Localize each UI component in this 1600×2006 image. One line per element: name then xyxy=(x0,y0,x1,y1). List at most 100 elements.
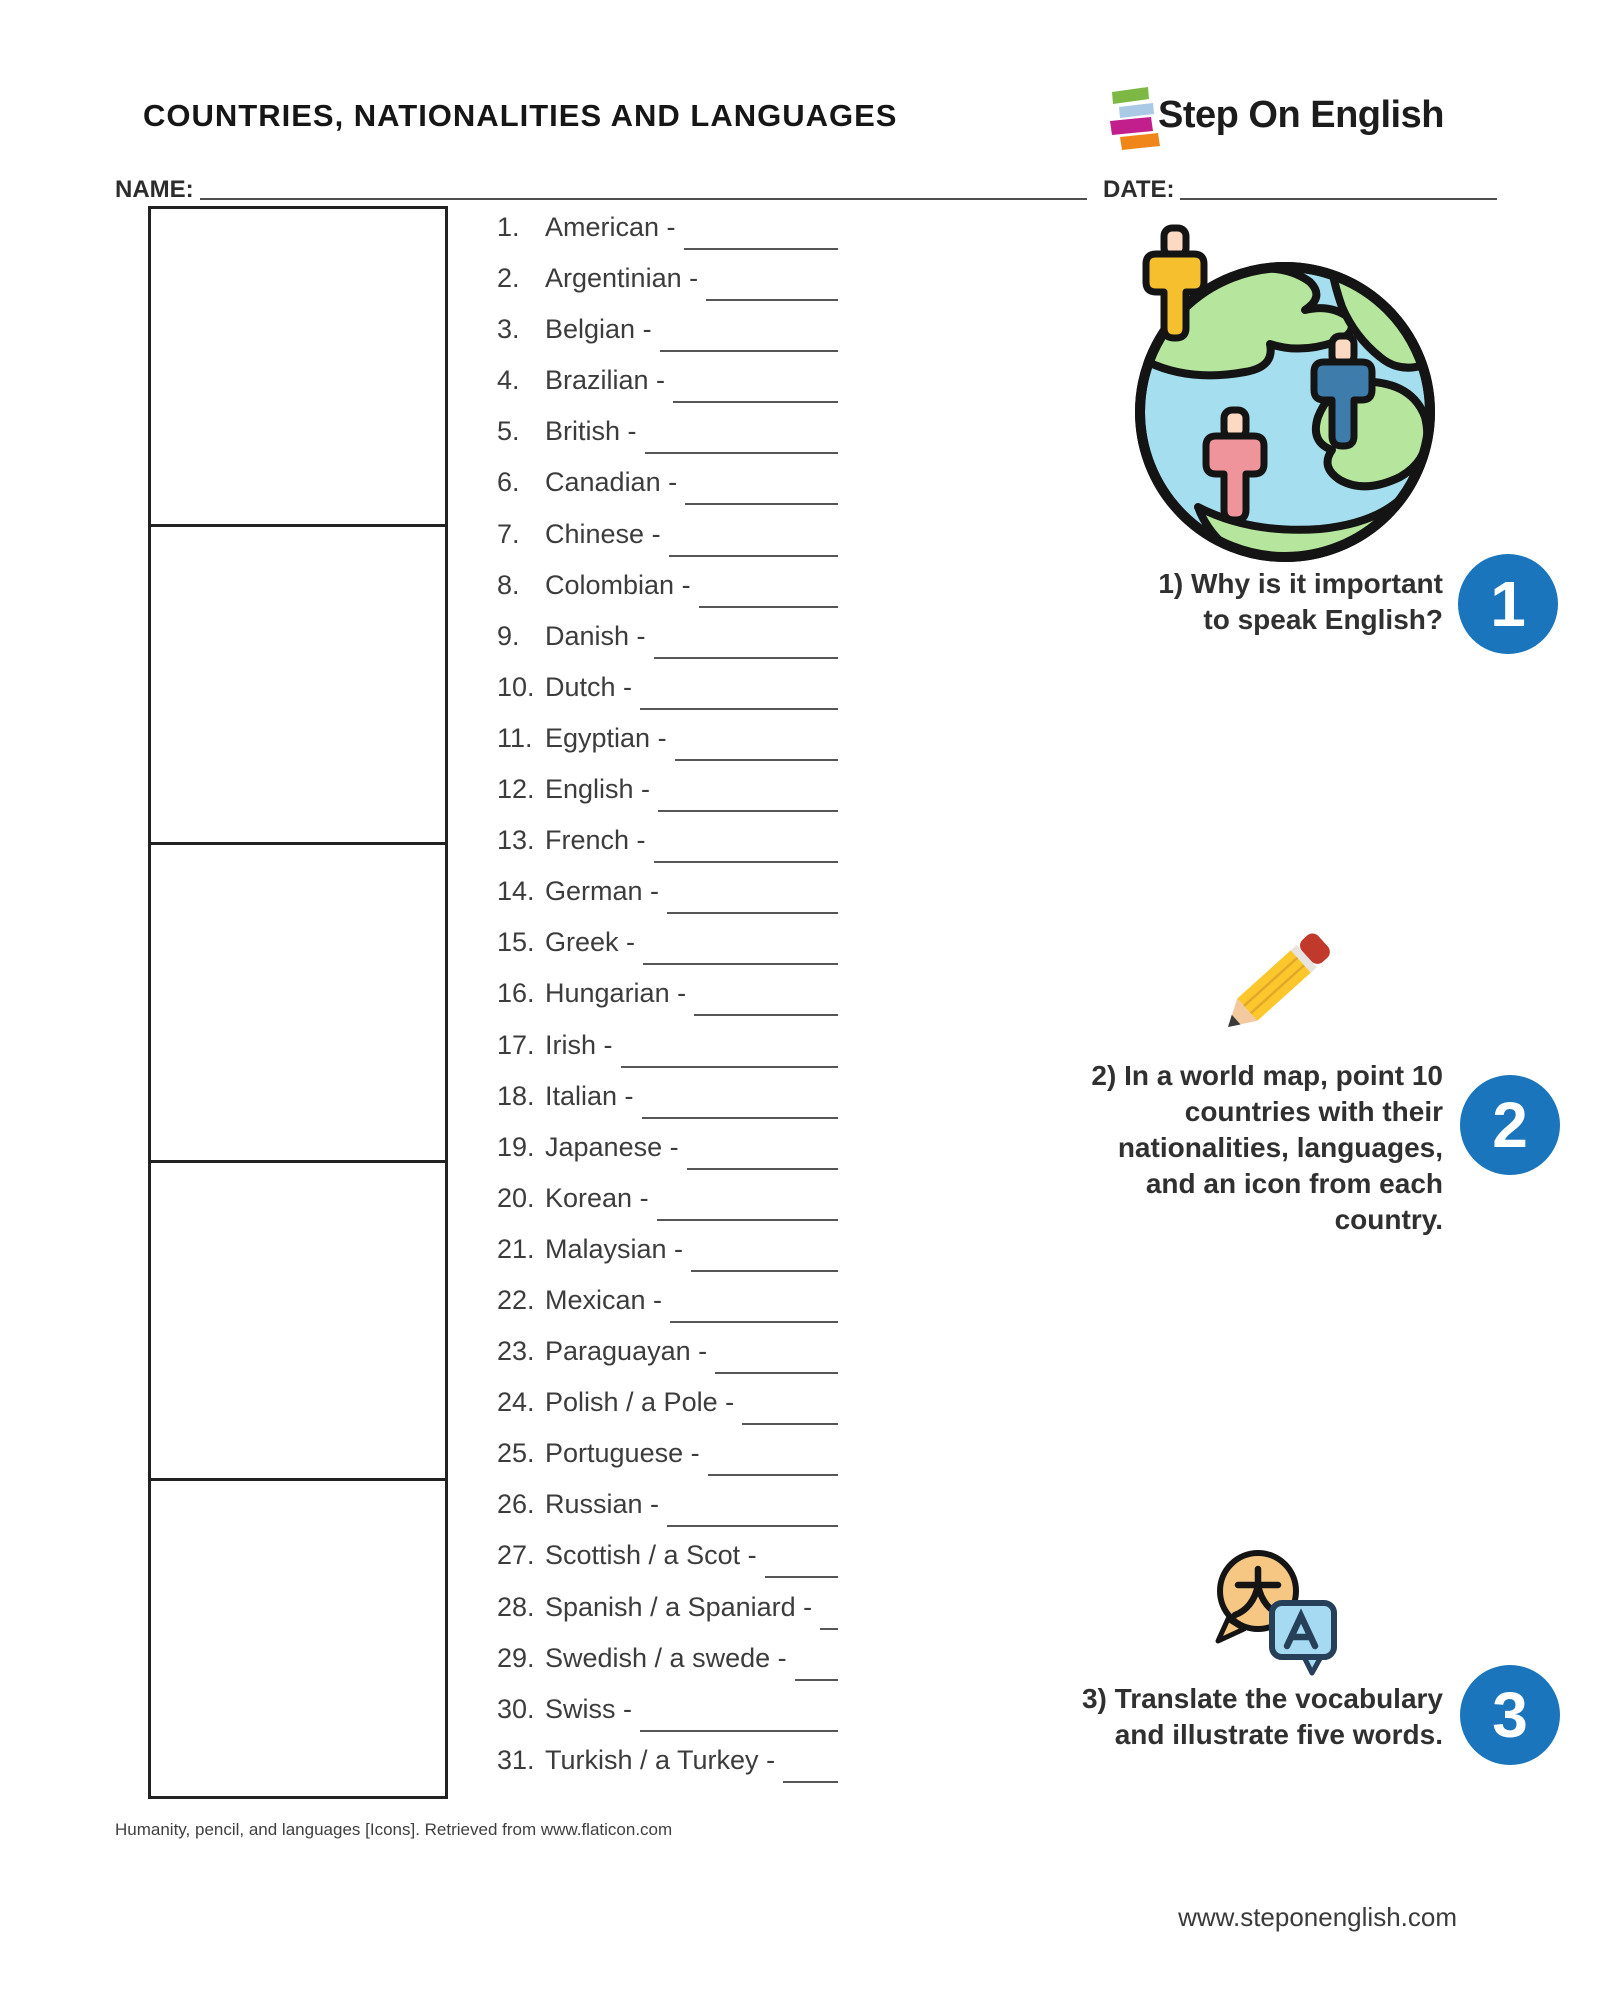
list-item: 12. English - xyxy=(497,774,838,825)
answer-blank[interactable] xyxy=(764,1540,838,1579)
list-item: 13. French - xyxy=(497,825,838,876)
answer-blank[interactable] xyxy=(641,1081,838,1119)
drawing-box[interactable] xyxy=(148,206,448,527)
answer-blank[interactable] xyxy=(668,519,838,557)
item-number: 28. xyxy=(497,1591,535,1622)
answer-blank[interactable] xyxy=(640,672,838,710)
list-item: 20. Korean - xyxy=(497,1183,838,1234)
globe-people-icon xyxy=(1135,224,1435,562)
answer-blank[interactable] xyxy=(794,1643,838,1681)
nationalities-list: 1. American - 2. Argentinian - 3. Belgia… xyxy=(497,212,838,1796)
drawing-box[interactable] xyxy=(148,524,448,845)
answer-blank[interactable] xyxy=(658,774,838,813)
item-number: 25. xyxy=(497,1438,535,1469)
answer-blank[interactable] xyxy=(698,570,838,608)
website-text: www.steponenglish.com xyxy=(1178,1902,1457,1932)
answer-blank[interactable] xyxy=(670,1285,838,1323)
pencil-eraser xyxy=(1300,933,1330,964)
item-number: 22. xyxy=(497,1284,535,1315)
answer-blank[interactable] xyxy=(659,314,838,353)
item-number: 14. xyxy=(497,876,535,907)
list-item: 8. Colombian - xyxy=(497,570,838,621)
list-item: 17. Irish - xyxy=(497,1030,838,1081)
task-3-number-badge: 3 xyxy=(1460,1665,1560,1765)
task-line: country. xyxy=(1334,1204,1443,1235)
item-label: Argentinian - xyxy=(545,263,699,294)
item-number: 8. xyxy=(497,569,520,600)
list-item: 6. Canadian - xyxy=(497,467,838,518)
item-number: 24. xyxy=(497,1387,535,1418)
item-label: German - xyxy=(545,876,660,907)
item-number: 15. xyxy=(497,927,535,958)
answer-blank[interactable] xyxy=(691,1234,838,1272)
logo-bar-blue xyxy=(1119,103,1154,118)
logo-bar-green xyxy=(1112,87,1149,104)
answer-blank[interactable] xyxy=(742,1387,838,1426)
answer-blank[interactable] xyxy=(620,1030,838,1068)
item-number: 6. xyxy=(497,467,520,498)
answer-blank[interactable] xyxy=(667,1489,838,1528)
item-label: Irish - xyxy=(545,1029,613,1060)
date-label: DATE: xyxy=(1103,176,1175,203)
item-label: Hungarian - xyxy=(545,978,687,1009)
list-item: 26. Russian - xyxy=(497,1489,838,1540)
item-number: 5. xyxy=(497,416,520,447)
answer-blank[interactable] xyxy=(673,365,838,404)
answer-blank[interactable] xyxy=(674,723,838,761)
answer-blank[interactable] xyxy=(653,621,838,659)
item-label: Egyptian - xyxy=(545,722,667,753)
answer-blank[interactable] xyxy=(640,1694,838,1732)
item-label: Paraguayan - xyxy=(545,1336,708,1367)
answer-blank[interactable] xyxy=(715,1336,838,1375)
item-label: Colombian - xyxy=(545,569,691,600)
letter-a-glyph xyxy=(1283,1608,1319,1650)
item-number: 13. xyxy=(497,825,535,856)
pencil-icon xyxy=(1228,933,1330,1027)
answer-blank[interactable] xyxy=(656,1183,838,1221)
answer-blank[interactable] xyxy=(694,978,838,1017)
item-label: Dutch - xyxy=(545,671,633,702)
answer-blank[interactable] xyxy=(706,263,838,302)
answer-blank[interactable] xyxy=(644,416,838,455)
list-item: 25. Portuguese - xyxy=(497,1438,838,1489)
date-input-line[interactable] xyxy=(1180,172,1497,200)
chinese-character xyxy=(1231,1565,1285,1619)
logo-bar-orange xyxy=(1120,133,1160,150)
answer-blank[interactable] xyxy=(667,876,838,915)
item-label: Spanish / a Spaniard - xyxy=(545,1591,813,1622)
drawing-box[interactable] xyxy=(148,1478,448,1799)
item-number: 18. xyxy=(497,1080,535,1111)
drawing-box[interactable] xyxy=(148,842,448,1163)
logo-steps-icon xyxy=(1110,87,1160,150)
item-label: Korean - xyxy=(545,1182,649,1213)
item-number: 21. xyxy=(497,1233,535,1264)
name-input-line[interactable] xyxy=(200,172,1087,200)
list-item: 22. Mexican - xyxy=(497,1285,838,1336)
list-item: 28. Spanish / a Spaniard - xyxy=(497,1592,838,1643)
answer-blank[interactable] xyxy=(686,1132,838,1170)
person-pink xyxy=(1202,406,1268,524)
answer-blank[interactable] xyxy=(783,1745,838,1783)
list-item: 30. Swiss - xyxy=(497,1694,838,1745)
list-item: 11. Egyptian - xyxy=(497,723,838,774)
item-label: Russian - xyxy=(545,1489,660,1520)
blue-speech-bubble xyxy=(1269,1600,1337,1660)
item-number: 16. xyxy=(497,978,535,1009)
answer-blank[interactable] xyxy=(643,927,838,966)
answer-blank[interactable] xyxy=(653,825,838,864)
item-label: French - xyxy=(545,825,646,856)
item-label: Scottish / a Scot - xyxy=(545,1540,757,1571)
answer-blank[interactable] xyxy=(685,467,838,506)
answer-blank[interactable] xyxy=(707,1438,838,1477)
pencil-body xyxy=(1237,950,1311,1021)
item-label: Brazilian - xyxy=(545,365,666,396)
list-item: 14. German - xyxy=(497,876,838,927)
drawing-box[interactable] xyxy=(148,1160,448,1481)
answer-blank[interactable] xyxy=(820,1592,838,1630)
answer-blank[interactable] xyxy=(683,212,838,250)
list-item: 15. Greek - xyxy=(497,927,838,978)
item-number: 19. xyxy=(497,1131,535,1162)
list-item: 31. Turkish / a Turkey - xyxy=(497,1745,838,1796)
item-label: American - xyxy=(545,212,676,242)
task-line: to speak English? xyxy=(1203,604,1443,635)
